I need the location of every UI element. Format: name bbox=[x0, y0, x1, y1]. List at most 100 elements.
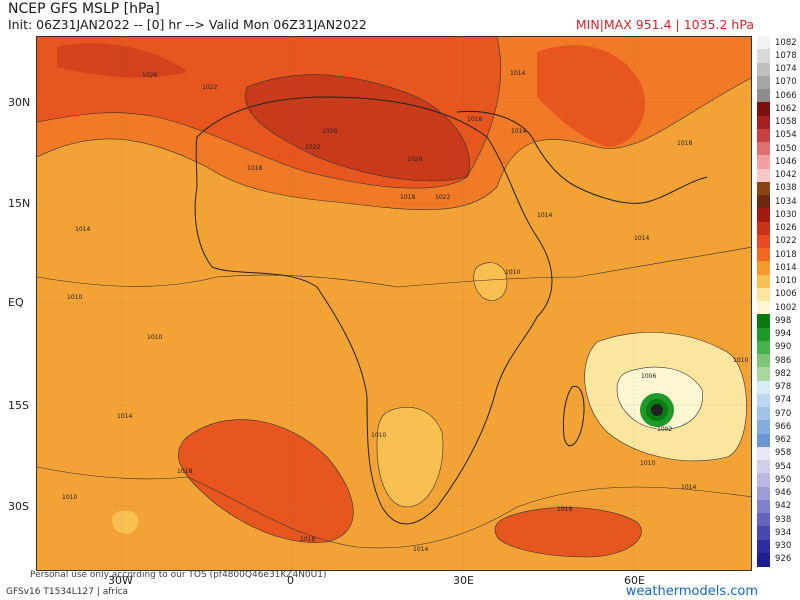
contour-label: 1018 bbox=[467, 116, 482, 123]
colorbar-label: 1038 bbox=[775, 183, 797, 194]
colorbar-swatch bbox=[757, 287, 770, 302]
colorbar-label: 1062 bbox=[775, 103, 797, 114]
colorbar-swatch bbox=[757, 552, 770, 567]
colorbar-label: 998 bbox=[775, 315, 792, 326]
pressure-colorbar bbox=[757, 36, 770, 567]
contour-label: 1026 bbox=[322, 128, 337, 135]
colorbar-label: 946 bbox=[775, 488, 792, 499]
colorbar-swatch bbox=[757, 36, 770, 50]
contour-label: 1010 bbox=[62, 494, 77, 501]
colorbar-label: 926 bbox=[775, 554, 792, 565]
lat-label-30n: 30N bbox=[8, 96, 31, 109]
pressure-field-1022-east bbox=[537, 45, 646, 147]
colorbar-swatch bbox=[757, 195, 770, 209]
colorbar-swatch bbox=[757, 539, 770, 554]
lat-label-30s: 30S bbox=[8, 500, 29, 513]
colorbar-label: 1014 bbox=[775, 262, 797, 273]
contour-label: 1014 bbox=[75, 226, 90, 233]
colorbar-label: 982 bbox=[775, 368, 792, 379]
colorbar-swatch bbox=[757, 102, 770, 116]
colorbar-label: 1082 bbox=[775, 37, 797, 48]
colorbar-swatch bbox=[757, 62, 770, 77]
colorbar-swatch bbox=[757, 393, 770, 408]
contour-label: 1014 bbox=[511, 128, 526, 135]
colorbar-swatch bbox=[757, 234, 770, 249]
pressure-field-1010-southern-africa bbox=[377, 407, 443, 507]
contour-label: 1018 bbox=[400, 194, 415, 201]
colorbar-swatch bbox=[757, 407, 770, 421]
colorbar-swatch bbox=[757, 181, 770, 196]
colorbar-swatch bbox=[757, 420, 770, 434]
contour-label: 1006 bbox=[641, 373, 656, 380]
init-valid-line: Init: 06Z31JAN2022 -- [0] hr --> Valid M… bbox=[8, 17, 367, 32]
pressure-field-1010-east-africa bbox=[473, 262, 507, 301]
colorbar-swatch bbox=[757, 433, 770, 448]
colorbar-label: 1034 bbox=[775, 196, 797, 207]
colorbar-swatch bbox=[757, 526, 770, 540]
colorbar-swatch bbox=[757, 261, 770, 275]
colorbar-swatch bbox=[757, 314, 770, 328]
contour-label: 1010 bbox=[733, 357, 748, 364]
colorbar-swatch bbox=[757, 340, 770, 355]
lat-label-eq: EQ bbox=[8, 296, 24, 309]
chart-title: NCEP GFS MSLP [hPa] bbox=[8, 1, 160, 17]
contour-label: 1010 bbox=[640, 460, 655, 467]
colorbar-label: 1002 bbox=[775, 302, 797, 313]
colorbar-label: 1054 bbox=[775, 130, 797, 141]
contour-label: 1014 bbox=[681, 484, 696, 491]
contour-label: 1018 bbox=[247, 165, 262, 172]
colorbar-label: 1070 bbox=[775, 77, 797, 88]
mslp-map: 1026 1022 1026 1022 1018 1018 1022 1026 … bbox=[36, 36, 752, 571]
lat-label-15s: 15S bbox=[8, 399, 29, 412]
colorbar-label: 1026 bbox=[775, 223, 797, 234]
site-credit-link[interactable]: weathermodels.com bbox=[625, 584, 758, 599]
colorbar-label: 1030 bbox=[775, 209, 797, 220]
contour-label: 1018 bbox=[677, 140, 692, 147]
contour-label: 1010 bbox=[505, 269, 520, 276]
colorbar-swatch bbox=[757, 248, 770, 262]
colorbar-label: 934 bbox=[775, 527, 792, 538]
colorbar-label: 974 bbox=[775, 395, 792, 406]
colorbar-swatch bbox=[757, 446, 770, 461]
colorbar-swatch bbox=[757, 168, 770, 183]
colorbar-swatch bbox=[757, 513, 770, 527]
contour-label: 1022 bbox=[202, 84, 217, 91]
colorbar-swatch bbox=[757, 49, 770, 63]
graticule bbox=[37, 37, 751, 570]
lon-label-60e: 60E bbox=[624, 574, 645, 587]
colorbar-label: 1050 bbox=[775, 143, 797, 154]
colorbar-swatch bbox=[757, 128, 770, 143]
colorbar-swatch bbox=[757, 221, 770, 236]
contour-label: 1022 bbox=[305, 144, 320, 151]
colorbar-swatch bbox=[757, 89, 770, 103]
contour-label: 1026 bbox=[407, 156, 422, 163]
pressure-field-1026 bbox=[245, 74, 470, 181]
colorbar-swatch bbox=[757, 354, 770, 368]
colorbar-label: 1074 bbox=[775, 64, 797, 75]
colorbar-label: 994 bbox=[775, 329, 792, 340]
contour-label: 1018 bbox=[300, 536, 315, 543]
colorbar-swatch bbox=[757, 301, 770, 315]
colorbar-label: 990 bbox=[775, 342, 792, 353]
colorbar-label: 966 bbox=[775, 421, 792, 432]
contour-label: 1010 bbox=[147, 334, 162, 341]
contour-label: 1010 bbox=[371, 432, 386, 439]
colorbar-label: 1058 bbox=[775, 117, 797, 128]
colorbar-label: 1018 bbox=[775, 249, 797, 260]
contour-label: 1014 bbox=[117, 413, 132, 420]
contour-label: 1026 bbox=[142, 72, 157, 79]
colorbar-swatch bbox=[757, 208, 770, 222]
lon-label-30w: 30W bbox=[108, 574, 133, 587]
colorbar-swatch bbox=[757, 142, 770, 156]
colorbar-swatch bbox=[757, 367, 770, 381]
colorbar-label: 930 bbox=[775, 541, 792, 552]
colorbar-label: 942 bbox=[775, 501, 792, 512]
colorbar-label: 970 bbox=[775, 408, 792, 419]
colorbar-label: 1078 bbox=[775, 50, 797, 61]
colorbar-swatch bbox=[757, 486, 770, 501]
map-canvas: 1026 1022 1026 1022 1018 1018 1022 1026 … bbox=[37, 37, 751, 570]
contour-label: 1014 bbox=[634, 235, 649, 242]
contour-label: 1014 bbox=[510, 70, 525, 77]
africa-coastline bbox=[194, 96, 553, 525]
madagascar-coastline bbox=[562, 385, 585, 447]
